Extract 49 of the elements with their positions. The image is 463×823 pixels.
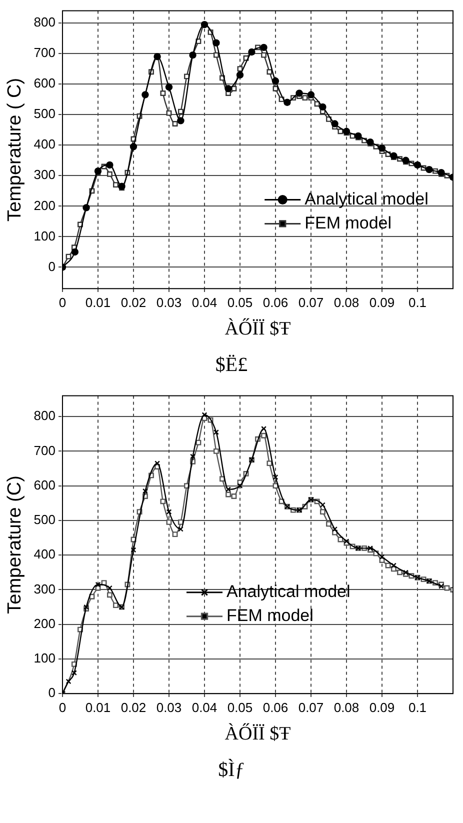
y-tick-label: 800 xyxy=(34,14,56,30)
x-tick-label: 0.1 xyxy=(408,294,427,310)
y-axis-title: Temperature ( C) xyxy=(4,78,26,222)
x-tick-label: 0.07 xyxy=(298,700,324,715)
x-tick-label: 0.03 xyxy=(156,700,182,715)
text: $Ìƒ xyxy=(217,758,246,783)
x-tick-label: 0 xyxy=(58,294,66,310)
y-tick-label: 500 xyxy=(34,512,56,528)
y-tick-label: 600 xyxy=(34,76,56,91)
x-axis-title: ÀŐÏÏ $Ŧ xyxy=(224,722,292,745)
x-tick-label: 0.01 xyxy=(85,700,111,715)
y-tick-label: 200 xyxy=(34,198,56,213)
y-tick-label: 400 xyxy=(34,136,56,152)
x-tick-label: 0.1 xyxy=(408,700,427,715)
y-tick-label: 200 xyxy=(34,616,56,631)
x-tick-label: 0 xyxy=(58,700,66,715)
legend-label: FEM model xyxy=(304,213,392,232)
x-tick-label: 0.02 xyxy=(120,294,146,310)
x-tick-label: 0.04 xyxy=(192,294,218,310)
x-tick-label: 0.01 xyxy=(85,294,111,310)
x-tick-label: 0.06 xyxy=(262,700,288,715)
y-tick-label: 0 xyxy=(48,685,56,700)
legend-label: Analytical model xyxy=(304,189,428,208)
x-tick-label: 0.03 xyxy=(156,294,182,310)
y-tick-label: 700 xyxy=(34,45,56,60)
y-tick-label: 300 xyxy=(34,581,56,596)
x-tick-label: 0.08 xyxy=(334,700,360,715)
x-tick-label: 0.09 xyxy=(369,294,395,310)
x-tick-label: 0.08 xyxy=(334,294,360,310)
y-tick-label: 300 xyxy=(34,167,56,182)
x-axis-title: ÀŐÏÏ $Ŧ xyxy=(224,318,292,340)
y-tick-label: 500 xyxy=(34,106,56,122)
y-tick-label: 100 xyxy=(34,228,56,244)
y-tick-label: 800 xyxy=(34,408,56,424)
y-tick-label: 400 xyxy=(34,546,56,562)
y-tick-label: 700 xyxy=(34,442,56,458)
y-tick-label: 100 xyxy=(34,650,56,666)
text: $Ë£ xyxy=(214,353,249,378)
x-tick-label: 0.07 xyxy=(298,294,324,310)
legend-label: FEM model xyxy=(226,606,314,626)
x-tick-label: 0.05 xyxy=(227,294,253,310)
x-tick-label: 0.02 xyxy=(120,700,146,715)
y-tick-label: 600 xyxy=(34,477,56,492)
x-tick-label: 0.09 xyxy=(369,700,395,715)
y-tick-label: 0 xyxy=(48,258,56,274)
x-tick-label: 0.04 xyxy=(192,700,218,715)
x-tick-label: 0.05 xyxy=(227,700,253,715)
x-tick-label: 0.06 xyxy=(262,294,288,310)
y-axis-title: Temperature (C) xyxy=(4,476,26,614)
